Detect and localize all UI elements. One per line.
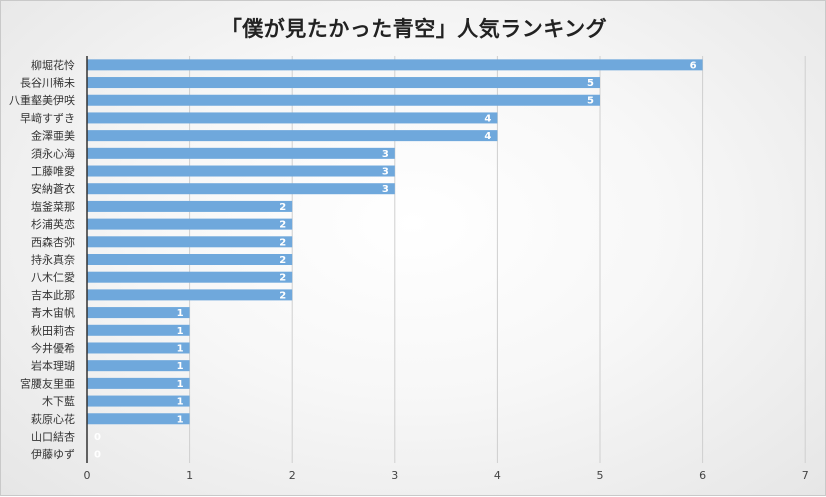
- x-tick-label: 7: [802, 469, 809, 482]
- data-label: 1: [177, 326, 184, 337]
- bar: [87, 165, 395, 177]
- category-label: 須永心海: [31, 146, 75, 160]
- bar: [87, 112, 498, 124]
- category-label: 吉本此那: [31, 288, 75, 302]
- data-label: 3: [382, 149, 389, 160]
- bar: [87, 342, 190, 354]
- category-label: 工藤唯愛: [31, 165, 75, 178]
- category-label: 今井優希: [31, 341, 75, 355]
- bar: [87, 271, 293, 283]
- category-label: 長谷川稀未: [20, 77, 75, 90]
- category-label: 塩釜菜那: [31, 199, 75, 213]
- bar: [87, 183, 395, 195]
- data-label: 1: [177, 343, 184, 354]
- data-label: 2: [279, 237, 286, 248]
- category-label: 八重壑美伊咲: [9, 93, 75, 107]
- category-label: 萩原心花: [31, 413, 75, 426]
- category-label: 早﨑すずき: [20, 111, 75, 125]
- category-label: 持永真奈: [31, 253, 75, 267]
- bar: [87, 377, 190, 389]
- category-label: 山口結杏: [31, 429, 75, 443]
- data-label: 2: [279, 220, 286, 231]
- category-label: 宮腰友里亜: [20, 376, 75, 390]
- bar: [87, 395, 190, 407]
- data-label: 1: [177, 361, 184, 372]
- data-label: 5: [587, 96, 594, 107]
- data-label: 2: [279, 202, 286, 213]
- chart-title: 「僕が見たかった青空」人気ランキング: [220, 17, 608, 41]
- data-label: 1: [177, 379, 184, 390]
- bar: [87, 130, 498, 142]
- category-label: 安納蒼衣: [31, 182, 75, 196]
- data-label: 2: [279, 273, 286, 284]
- x-tick-label: 1: [186, 469, 193, 482]
- data-label: 1: [177, 397, 184, 408]
- data-label: 3: [382, 167, 389, 178]
- x-tick-label: 3: [391, 469, 398, 482]
- data-label: 2: [279, 290, 286, 301]
- x-tick-label: 4: [494, 469, 501, 482]
- bar: [87, 289, 293, 301]
- category-label: 杉浦英恋: [31, 217, 75, 231]
- x-tick-label: 5: [597, 469, 604, 482]
- x-tick-label: 6: [699, 469, 706, 482]
- data-label: 2: [279, 255, 286, 266]
- bar: [87, 218, 293, 230]
- data-label: 1: [177, 414, 184, 425]
- bar: [87, 59, 703, 71]
- bar: [87, 147, 395, 159]
- bar: [87, 413, 190, 425]
- x-tick-label: 2: [289, 469, 296, 482]
- data-label: 5: [587, 78, 594, 89]
- category-label: 柳堀花怜: [31, 58, 75, 72]
- bar: [87, 307, 190, 319]
- data-label: 3: [382, 184, 389, 195]
- category-label: 青木宙帆: [31, 306, 75, 320]
- category-label: 岩本理瑚: [31, 359, 75, 373]
- bar: [87, 324, 190, 336]
- bar: [87, 77, 600, 89]
- data-label: 0: [94, 450, 101, 461]
- data-label: 1: [177, 308, 184, 319]
- bar: [87, 94, 600, 106]
- data-label: 4: [484, 131, 491, 142]
- data-label: 4: [484, 113, 491, 124]
- category-label: 八木仁愛: [31, 271, 75, 284]
- category-label: 木下藍: [42, 395, 75, 408]
- category-label: 伊藤ゆず: [31, 448, 75, 461]
- data-label: 0: [94, 432, 101, 443]
- category-label: 西森杏弥: [31, 235, 75, 249]
- bar: [87, 360, 190, 372]
- category-label: 金澤亜美: [31, 129, 75, 143]
- bar: [87, 200, 293, 212]
- bar: [87, 236, 293, 248]
- x-tick-label: 0: [84, 469, 91, 482]
- data-label: 6: [690, 60, 697, 71]
- category-label: 秋田莉杏: [31, 323, 75, 337]
- bar: [87, 254, 293, 265]
